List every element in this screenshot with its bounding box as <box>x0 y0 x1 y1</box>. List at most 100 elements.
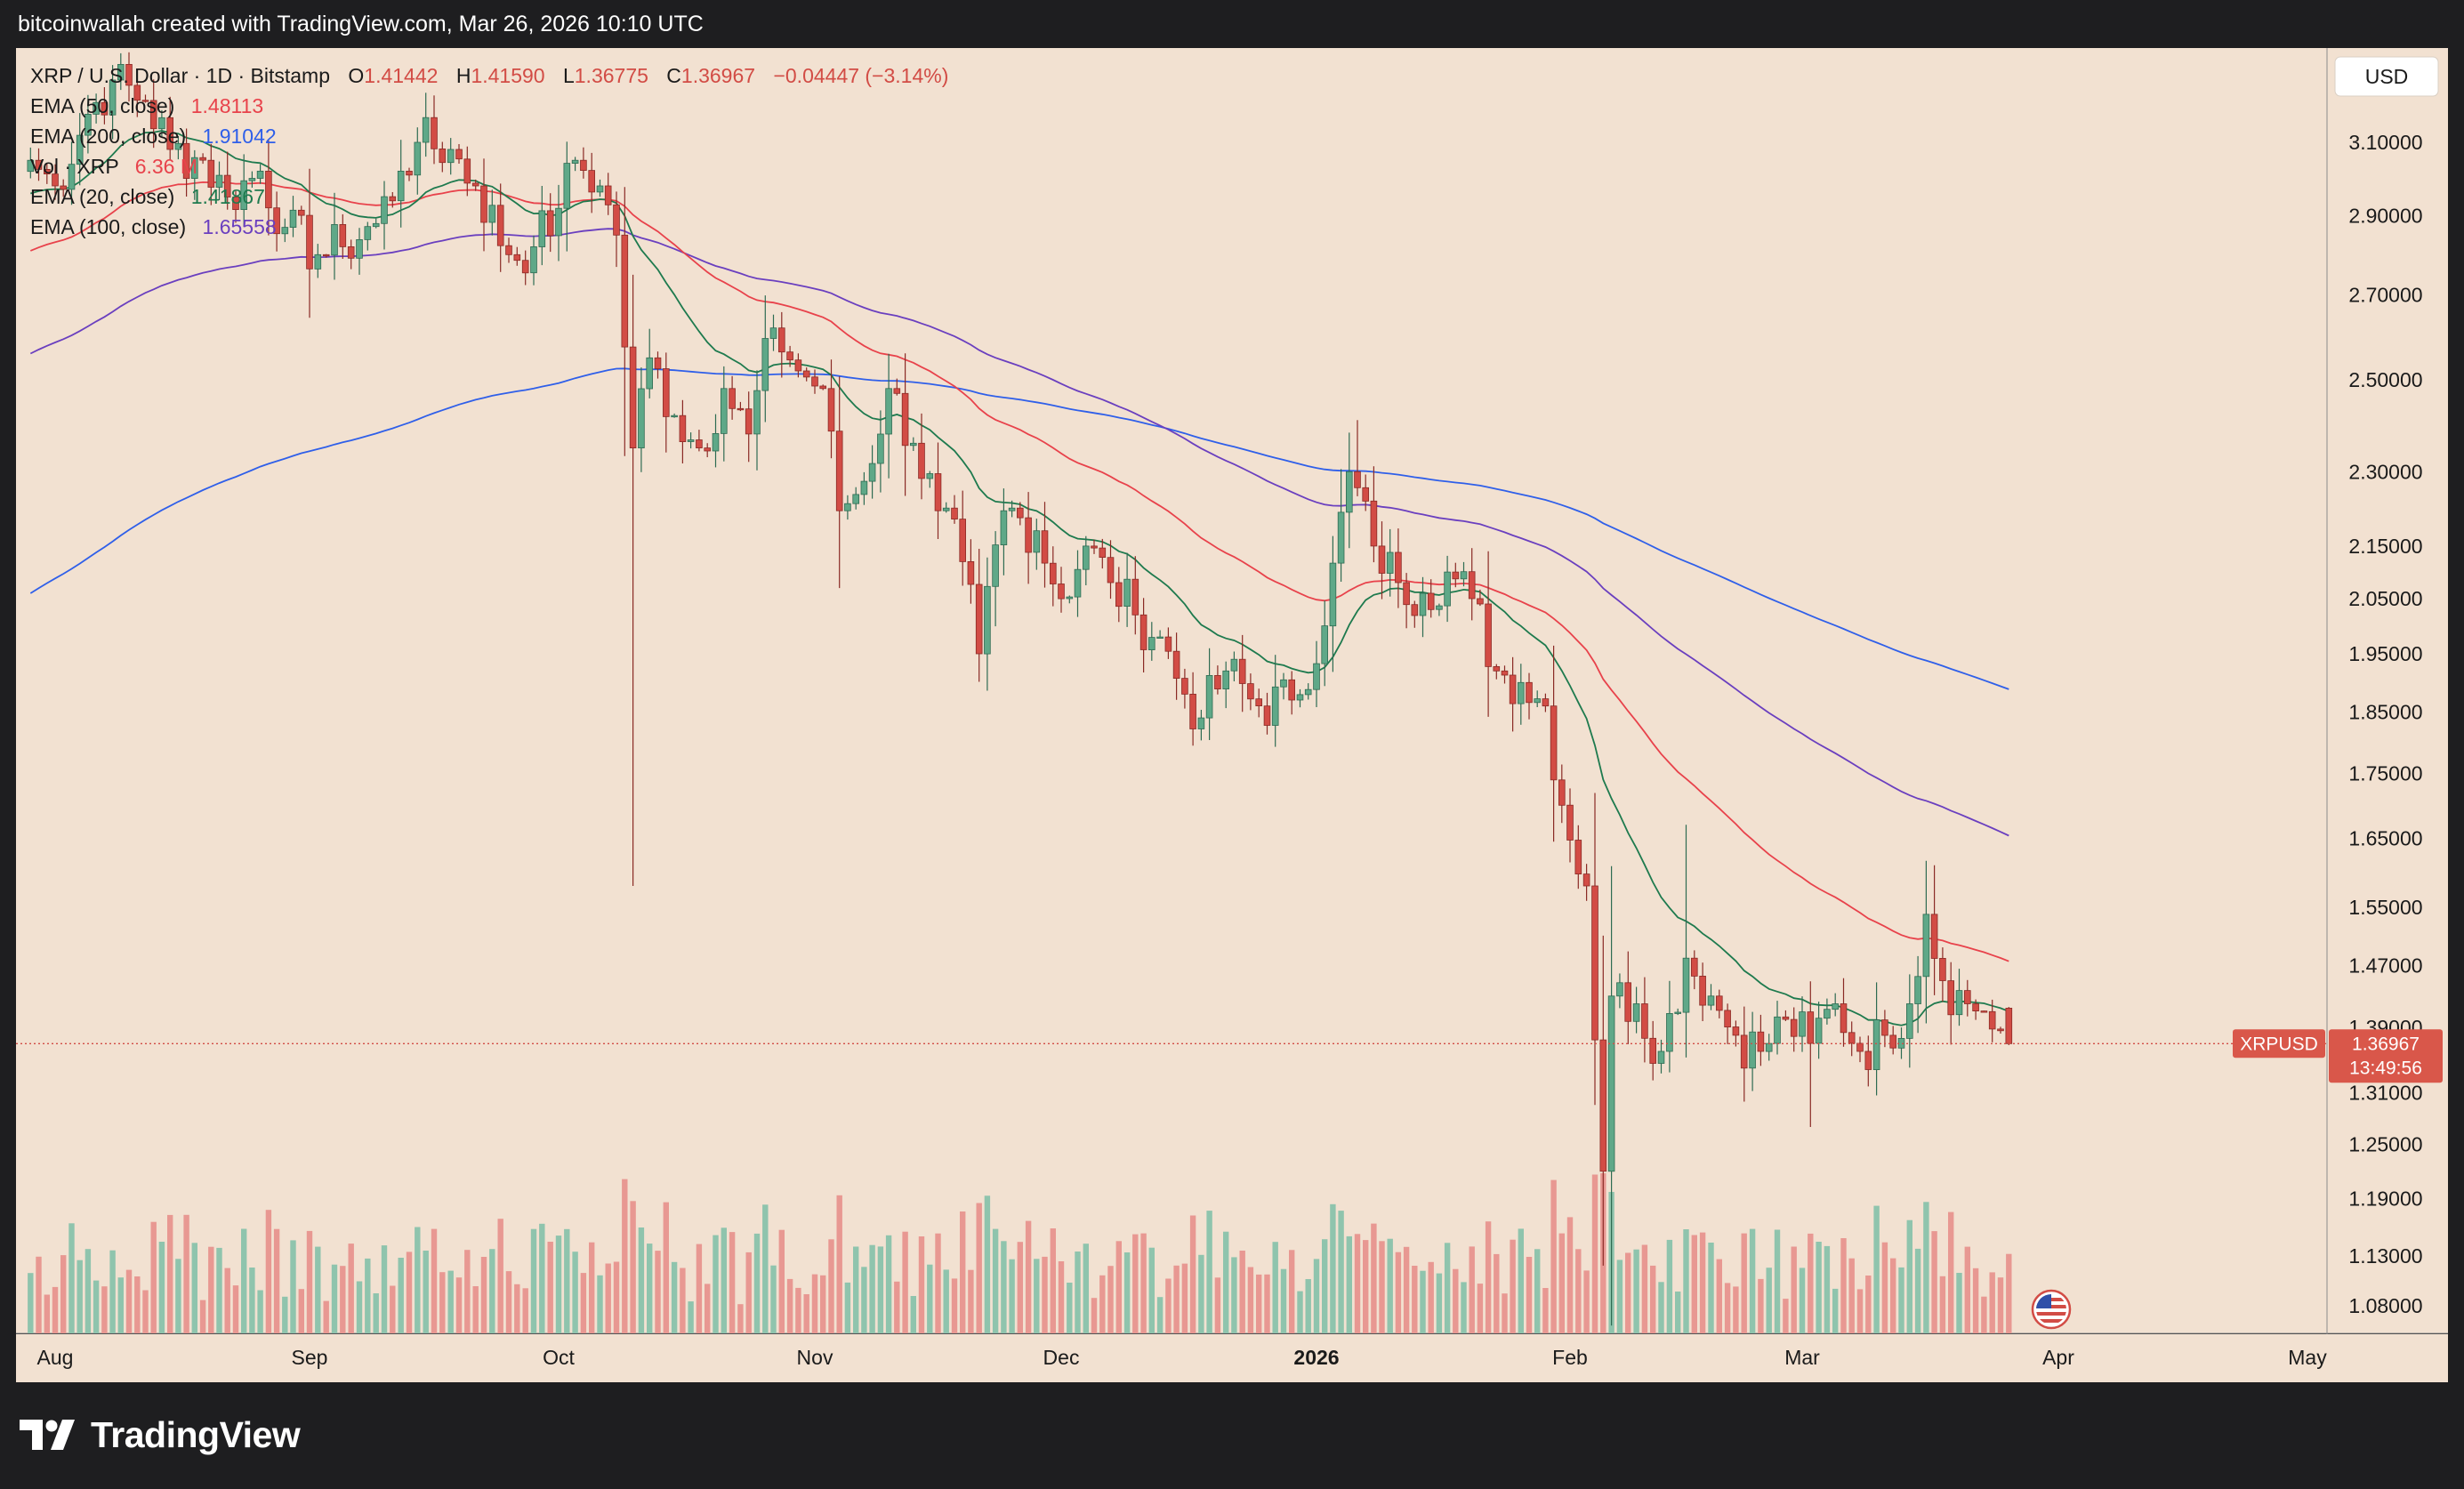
volume-bar <box>1403 1246 1410 1333</box>
candle-body <box>248 178 256 181</box>
candle-body <box>992 544 999 587</box>
candle-body <box>663 368 670 417</box>
candle-body <box>1518 681 1525 704</box>
volume-bar <box>1616 1260 1623 1333</box>
volume-bar <box>1699 1232 1706 1333</box>
candle-body <box>1131 578 1139 616</box>
candle-body <box>1436 605 1443 610</box>
volume-bar <box>1206 1211 1212 1333</box>
candle-body <box>1566 804 1574 841</box>
volume-bar <box>688 1301 694 1333</box>
volume-bar <box>844 1282 851 1333</box>
candle-body <box>1774 1016 1781 1044</box>
time-tick-label: Oct <box>543 1346 575 1369</box>
legend-indicator[interactable]: EMA (200, close) 1.91042 <box>30 125 277 148</box>
time-axis[interactable] <box>16 1334 2448 1382</box>
candle-body <box>240 180 248 210</box>
legend-indicator[interactable]: EMA (50, close) 1.48113 <box>30 94 263 117</box>
legend-high: 1.41590 <box>471 64 544 87</box>
volume-bar <box>1058 1261 1065 1333</box>
candle-body <box>1558 779 1566 806</box>
price-chart[interactable]: 3.10000 2.90000 2.70000 2.50000 2.30000 2.150… <box>16 48 2448 1382</box>
candle-body <box>289 209 297 229</box>
candle-body <box>1296 694 1304 701</box>
legend-symbol-line[interactable]: XRP / U.S. Dollar · 1D · Bitstamp O1.414… <box>30 64 948 87</box>
volume-bar <box>745 1252 752 1333</box>
price-axis[interactable] <box>2327 48 2448 1333</box>
candle-body <box>1607 995 1615 1172</box>
volume-bar <box>2006 1253 2012 1333</box>
candle-body <box>1403 582 1410 606</box>
volume-bar <box>968 1269 974 1333</box>
volume-bar <box>795 1287 801 1333</box>
candle-body <box>1716 995 1723 1011</box>
bar-countdown: 13:49:56 <box>2349 1058 2422 1078</box>
candle-body <box>297 209 305 216</box>
us-flag-icon[interactable] <box>2031 1289 2072 1330</box>
volume-bar <box>298 1289 304 1333</box>
volume-bar <box>976 1203 982 1333</box>
candle-body <box>101 101 109 116</box>
candle-body <box>786 351 793 361</box>
volume-bar <box>216 1247 222 1333</box>
candle-body <box>1321 625 1329 664</box>
plot-area[interactable] <box>16 48 2327 1333</box>
candle-body <box>1115 582 1123 608</box>
candle-body <box>35 159 43 170</box>
volume-bar <box>406 1252 413 1333</box>
legend-indicator[interactable]: Vol · XRP 6.36 M <box>30 155 197 178</box>
volume-bar <box>1099 1275 1106 1333</box>
volume-bar <box>1566 1217 1574 1333</box>
candle-body <box>975 584 983 655</box>
volume-bar <box>1231 1257 1237 1333</box>
ema-50-line <box>29 181 2009 962</box>
candle-body <box>1288 679 1296 701</box>
volume-bar <box>381 1245 388 1333</box>
volume-bar <box>927 1264 933 1333</box>
candle-body <box>1337 511 1345 564</box>
legend-open-label: O <box>348 64 364 87</box>
volume-bar <box>101 1286 108 1333</box>
volume-bar <box>464 1250 471 1333</box>
candle-body <box>1872 1019 1880 1070</box>
volume-bar <box>1330 1203 1336 1333</box>
volume-bar <box>1666 1239 1673 1333</box>
candle-body <box>613 204 620 236</box>
volume-bar <box>1658 1282 1664 1333</box>
volume-bar <box>1964 1246 1970 1333</box>
price-tick-label: 3.10000 <box>2348 131 2422 154</box>
volume-bar <box>828 1239 834 1333</box>
legend-close-label: C <box>666 64 681 87</box>
candle-body <box>885 388 892 435</box>
volume-bar <box>1808 1233 1814 1333</box>
candle-body <box>356 238 363 259</box>
candle-body <box>1172 650 1180 680</box>
candle-body <box>414 141 422 176</box>
currency-button[interactable]: USD <box>2334 56 2439 97</box>
candle-body <box>1033 530 1041 553</box>
candle-body <box>273 207 280 235</box>
candle-body <box>1889 1034 1897 1049</box>
legend-indicator[interactable]: EMA (20, close) 1.41867 <box>30 185 265 208</box>
candle-body <box>588 170 595 193</box>
candle-body <box>314 254 322 270</box>
candle-body <box>1485 603 1492 667</box>
candle-body <box>696 439 703 449</box>
volume-bar <box>1558 1233 1565 1333</box>
volume-bar <box>1017 1242 1023 1333</box>
volume-bar <box>960 1211 966 1333</box>
candle-body <box>1107 557 1115 584</box>
candle-body <box>1066 596 1074 600</box>
legend-indicator[interactable]: EMA (100, close) 1.65558 <box>30 215 277 238</box>
candle-body <box>1460 571 1468 580</box>
volume-bar <box>1865 1276 1872 1333</box>
candle-body <box>223 174 231 197</box>
volume-bar <box>770 1265 777 1333</box>
volume-bar <box>423 1251 429 1333</box>
candle-body <box>1041 530 1049 564</box>
last-price-symbol: XRPUSD <box>2240 1034 2318 1054</box>
volume-bar <box>1412 1266 1418 1333</box>
volume-bar <box>1550 1179 1557 1333</box>
price-tick-label: 2.05000 <box>2348 587 2422 610</box>
chart-legend: XRP / U.S. Dollar · 1D · Bitstamp O1.414… <box>30 64 948 238</box>
